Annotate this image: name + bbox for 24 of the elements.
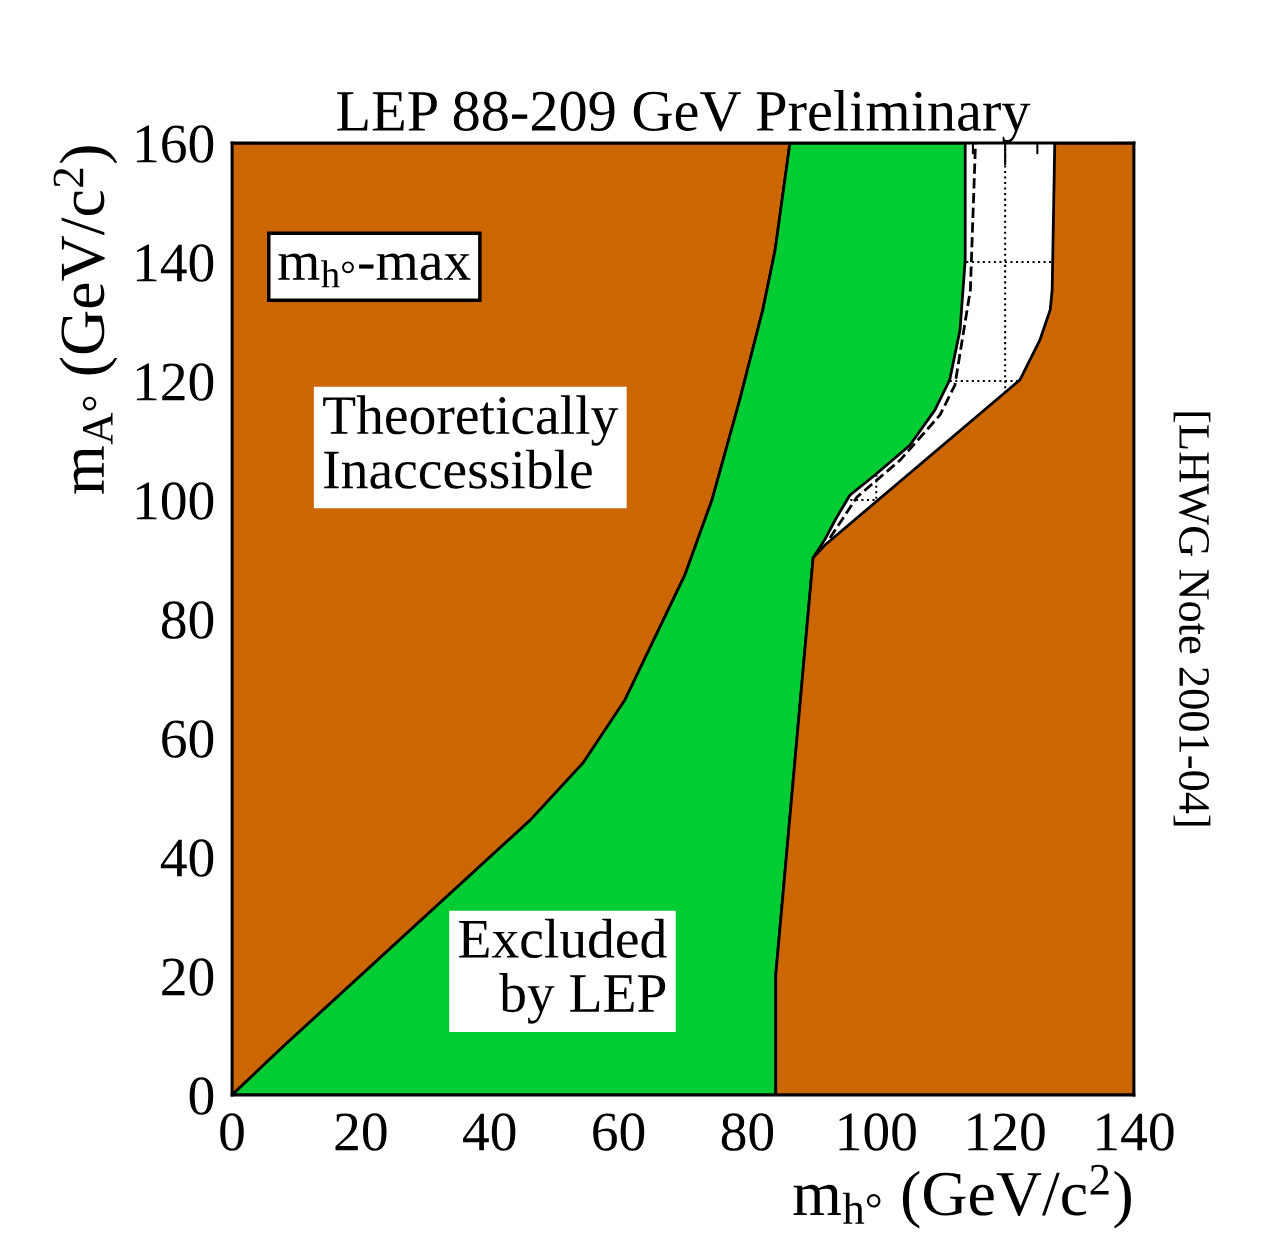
- chart-title: LEP 88-209 GeV Preliminary: [337, 89, 1031, 143]
- x-tick-label: 80: [721, 1113, 774, 1151]
- text: [LHWG Note 2001-04]: [1173, 412, 1211, 826]
- y-tick-label: 80: [161, 601, 214, 639]
- y-tick-label: 60: [162, 720, 214, 758]
- x-tick-label: 0: [220, 1113, 244, 1151]
- annotation: Excluded by LEP: [459, 918, 667, 1024]
- x-tick-label: 100: [839, 1113, 916, 1151]
- x-tick-label: 60: [593, 1113, 645, 1151]
- y-tick-label: 100: [136, 482, 214, 520]
- x-tick-label: 20: [335, 1113, 387, 1151]
- x-tick-label: 140: [1097, 1113, 1174, 1151]
- x-tick-label: 40: [463, 1113, 516, 1151]
- y-tick-label: 40: [160, 839, 214, 877]
- y-tick-label: 20: [162, 958, 214, 996]
- y-tick-label: 120: [136, 363, 214, 401]
- y-tick-label: 140: [136, 244, 214, 282]
- x-tick-label: 120: [968, 1113, 1045, 1151]
- annotation: m$_{h°}$-max: [278, 253, 471, 288]
- y-axis-title: m$_{A°}$ (GeV/c$^{2}$): [53, 146, 118, 494]
- y-tick-label: 160: [136, 125, 214, 163]
- x-axis-title: m$_{h°}$ (GeV/c$^{2}$): [793, 1164, 1131, 1229]
- y-tick-label: 0: [189, 1077, 214, 1115]
- annotation: Theoretically Inaccessible: [323, 395, 619, 489]
